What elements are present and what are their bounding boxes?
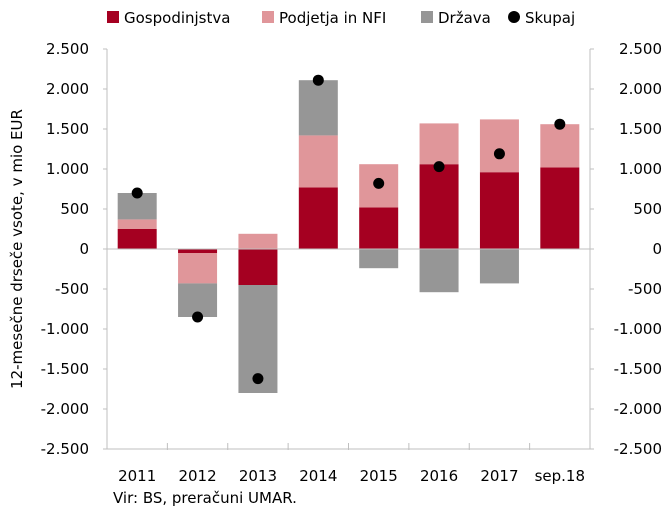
bar-gospodinjstva-2016	[419, 164, 459, 249]
y-tick-label-left: -500	[55, 280, 89, 298]
bar-dr-ava-2015	[359, 249, 399, 269]
legend-swatch	[107, 11, 119, 23]
bar-gospodinjstva-2013	[238, 249, 278, 285]
y-tick-label-right: 0	[652, 240, 662, 258]
bar-dr-ava-2016	[419, 249, 459, 293]
point-skupaj-2011	[131, 187, 143, 199]
y-axis-left: -2.500 -2.000 -1.500 -1.000 -500 0 500 1.000 1.5…	[41, 40, 107, 458]
y-tick-label-right: -2.000	[614, 400, 662, 418]
y-tick-label-right: 1.000	[619, 160, 662, 178]
bar-podjetja-in-nfi-2016	[419, 123, 459, 165]
bar-podjetja-in-nfi-2017	[479, 119, 519, 173]
y-tick-label-left: 1.500	[46, 120, 89, 138]
x-tick-label: sep.18	[535, 467, 585, 485]
legend-swatch	[262, 11, 274, 23]
y-tick-label-right: 2.500	[619, 40, 662, 58]
legend-label: Država	[438, 9, 491, 27]
bar-gospodinjstva-sep-18	[540, 167, 580, 249]
source-note: Vir: BS, preračuni UMAR.	[113, 489, 297, 507]
point-skupaj-sep-18	[554, 118, 566, 130]
bar-podjetja-in-nfi-2011	[117, 219, 157, 229]
x-tick-label: 2016	[420, 467, 458, 485]
point-skupaj-2013	[252, 373, 264, 385]
bar-podjetja-in-nfi-sep-18	[540, 124, 580, 168]
x-tick-label: 2017	[480, 467, 518, 485]
y-tick-label-right: -2.500	[614, 440, 662, 458]
y-tick-label-right: -1.500	[614, 360, 662, 378]
point-skupaj-2014	[312, 74, 324, 86]
y-axis-right: -2.500 -2.000 -1.500 -1.000 -500 0 500 1.000 1.5…	[590, 40, 662, 458]
x-tick-label: 2011	[118, 467, 156, 485]
x-tick-label: 2015	[360, 467, 398, 485]
bar-gospodinjstva-2012	[178, 249, 218, 253]
bar-gospodinjstva-2015	[359, 207, 399, 249]
y-tick-label-right: -500	[628, 280, 662, 298]
bar-gospodinjstva-2014	[298, 187, 338, 249]
legend: Gospodinjstva Podjetja in NFI Država Skupaj	[107, 9, 575, 27]
bar-podjetja-in-nfi-2012	[178, 253, 218, 284]
y-tick-label-left: 2.500	[46, 40, 89, 58]
legend-swatch	[421, 11, 433, 23]
y-tick-label-right: 1.500	[619, 120, 662, 138]
y-tick-label-left: -2.500	[41, 440, 89, 458]
y-tick-label-left: 2.000	[46, 80, 89, 98]
y-tick-label-left: -2.000	[41, 400, 89, 418]
y-tick-label-right: 500	[633, 200, 662, 218]
bar-gospodinjstva-2011	[117, 229, 157, 249]
point-skupaj-2015	[373, 177, 385, 189]
y-tick-label-left: -1.500	[41, 360, 89, 378]
legend-marker	[508, 11, 520, 23]
point-skupaj-2012	[192, 311, 204, 323]
bar-dr-ava-2017	[479, 249, 519, 284]
x-tick-label: 2012	[178, 467, 216, 485]
bar-dr-ava-2012	[178, 283, 218, 317]
y-tick-label-right: 2.000	[619, 80, 662, 98]
point-skupaj-2017	[493, 148, 505, 160]
y-tick-label-left: -1.000	[41, 320, 89, 338]
y-axis-label: 12-mesečne drseče vsote, v mio EUR	[8, 109, 26, 389]
bar-podjetja-in-nfi-2013	[238, 233, 278, 249]
y-tick-label-right: -1.000	[614, 320, 662, 338]
bar-gospodinjstva-2017	[479, 172, 519, 249]
x-tick-label: 2014	[299, 467, 337, 485]
plot-area	[106, 49, 591, 450]
y-tick-label-left: 0	[79, 240, 89, 258]
legend-label: Gospodinjstva	[124, 9, 230, 27]
bar-podjetja-in-nfi-2014	[298, 135, 338, 188]
legend-label: Skupaj	[525, 9, 575, 27]
point-skupaj-2016	[433, 161, 445, 173]
y-tick-label-left: 500	[60, 200, 89, 218]
y-tick-label-left: 1.000	[46, 160, 89, 178]
bar-dr-ava-2014	[298, 80, 338, 136]
legend-label: Podjetja in NFI	[279, 9, 386, 27]
x-axis: 2011 2012 2013 2014 2015 2016 2017 sep.18	[118, 467, 585, 485]
x-tick-label: 2013	[239, 467, 277, 485]
